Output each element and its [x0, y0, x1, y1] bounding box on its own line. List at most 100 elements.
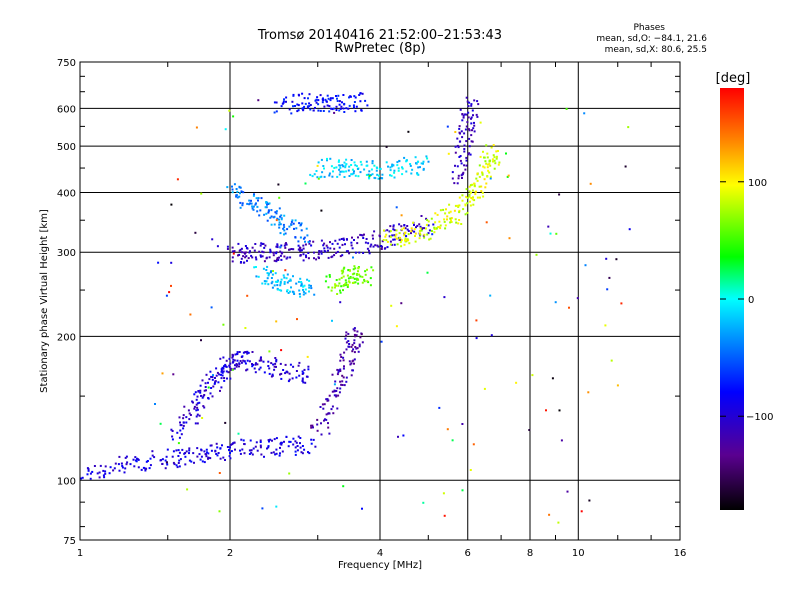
chart-title: Tromsø 20140416 21:52:00–21:53:43	[257, 28, 503, 43]
data-point	[377, 245, 380, 248]
data-point	[442, 208, 445, 211]
data-point	[242, 261, 245, 264]
data-point	[200, 449, 203, 452]
data-point	[407, 233, 410, 236]
data-point	[616, 384, 619, 387]
data-point	[342, 267, 345, 270]
data-point	[470, 104, 473, 107]
data-point	[342, 367, 345, 370]
data-point	[468, 195, 471, 198]
data-point	[280, 214, 283, 217]
data-point	[248, 449, 251, 452]
data-point	[221, 374, 224, 377]
data-point	[551, 377, 554, 380]
data-point	[418, 230, 421, 232]
data-point	[194, 231, 197, 234]
data-point	[307, 451, 309, 454]
data-point	[285, 436, 288, 438]
data-point	[302, 293, 305, 296]
data-point	[470, 103, 473, 106]
data-point	[368, 249, 370, 252]
data-point	[353, 161, 356, 164]
data-point	[271, 439, 273, 442]
data-point	[305, 254, 307, 257]
data-point	[283, 233, 285, 236]
data-point	[224, 459, 226, 461]
data-point	[104, 465, 107, 468]
data-point	[417, 166, 420, 169]
data-point	[219, 357, 222, 360]
data-point	[283, 282, 286, 285]
data-point	[397, 169, 400, 172]
data-point	[283, 281, 286, 283]
data-point	[336, 387, 339, 390]
data-point	[286, 289, 289, 292]
data-point	[363, 233, 365, 236]
data-point	[135, 460, 138, 463]
data-point	[330, 107, 333, 110]
data-point	[389, 169, 392, 172]
data-point	[427, 160, 430, 163]
data-point	[306, 278, 309, 281]
data-point	[240, 261, 242, 263]
data-point	[266, 272, 269, 275]
data-point	[394, 235, 397, 238]
data-point	[301, 102, 304, 105]
data-point	[321, 98, 324, 101]
data-point	[279, 245, 282, 248]
data-point	[337, 394, 340, 397]
data-point	[348, 96, 350, 99]
data-point	[351, 236, 353, 239]
data-point	[472, 203, 475, 206]
data-point	[118, 469, 121, 472]
data-point	[218, 472, 221, 474]
data-point	[329, 97, 332, 100]
data-point	[458, 127, 461, 130]
data-point	[340, 285, 343, 288]
data-point	[343, 102, 346, 105]
data-point	[307, 365, 310, 368]
data-point	[194, 422, 197, 425]
data-point	[285, 96, 288, 99]
data-point	[288, 472, 291, 475]
data-point	[323, 247, 326, 250]
data-point	[210, 449, 213, 452]
data-point	[486, 175, 489, 178]
data-point	[237, 254, 239, 257]
x-tick-label: 1	[77, 548, 83, 559]
data-point	[400, 302, 403, 305]
data-point	[224, 128, 227, 131]
data-point	[349, 269, 351, 272]
data-point	[270, 223, 273, 226]
data-point	[280, 258, 283, 261]
data-point	[355, 105, 358, 108]
data-point	[245, 369, 248, 372]
data-point	[275, 210, 278, 213]
data-point	[353, 333, 356, 336]
data-point	[303, 448, 306, 451]
data-point	[443, 514, 446, 517]
data-point	[436, 213, 439, 216]
data-point	[402, 434, 405, 437]
data-point	[355, 277, 358, 280]
data-point	[339, 368, 342, 371]
data-point	[347, 107, 350, 110]
data-point	[303, 105, 306, 108]
data-point	[560, 439, 563, 442]
data-point	[303, 284, 306, 287]
data-point	[193, 461, 195, 464]
data-point	[238, 362, 241, 365]
data-point	[337, 160, 340, 163]
data-point	[279, 280, 282, 283]
data-point	[310, 424, 313, 427]
data-point	[325, 398, 328, 401]
data-point	[425, 223, 428, 226]
data-point	[342, 275, 345, 278]
data-point	[322, 244, 325, 247]
data-point	[275, 260, 278, 263]
data-point	[486, 166, 489, 169]
data-point	[357, 270, 359, 273]
data-point	[216, 454, 219, 457]
data-point	[353, 342, 356, 345]
data-point	[437, 226, 440, 228]
